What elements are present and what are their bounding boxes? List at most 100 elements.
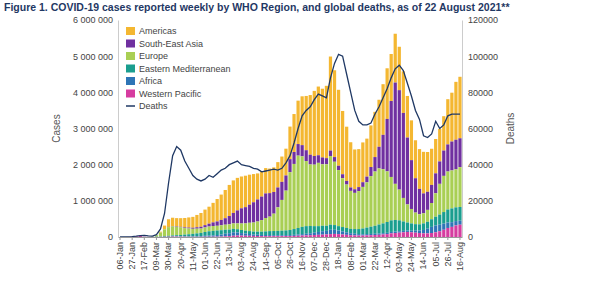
bar bbox=[414, 233, 417, 237]
bar bbox=[191, 234, 194, 237]
bar bbox=[313, 165, 316, 226]
bar bbox=[288, 230, 291, 235]
bar bbox=[175, 218, 178, 226]
bar bbox=[337, 90, 340, 166]
bar bbox=[414, 231, 417, 233]
tick-label: 5 000 000 bbox=[73, 52, 113, 62]
bar bbox=[268, 169, 271, 194]
bar bbox=[394, 233, 397, 237]
bar bbox=[195, 236, 198, 237]
bar bbox=[410, 223, 413, 230]
bar bbox=[329, 234, 332, 237]
bar bbox=[434, 217, 437, 226]
bar bbox=[252, 223, 255, 232]
tick: 30-Mar bbox=[163, 237, 173, 271]
tick-mark bbox=[362, 237, 363, 240]
bar bbox=[446, 210, 449, 223]
tick-label: 18-Jan bbox=[333, 242, 343, 270]
bar bbox=[377, 147, 380, 169]
tick-label: 05-Oct bbox=[273, 242, 283, 270]
tick-label: 26-Jul bbox=[443, 242, 453, 267]
bar bbox=[224, 230, 227, 234]
bar bbox=[317, 235, 320, 237]
bar bbox=[317, 87, 320, 156]
tick: 3 000 000 bbox=[73, 124, 118, 134]
bar bbox=[406, 204, 409, 222]
bar bbox=[450, 227, 453, 237]
bar bbox=[256, 232, 259, 235]
chart-svg: Figure 1. COVID-19 cases reported weekly… bbox=[0, 0, 600, 281]
bar bbox=[203, 236, 206, 237]
tick-mark bbox=[241, 237, 242, 240]
tick-mark bbox=[290, 237, 291, 240]
tick-label: 11-May bbox=[188, 242, 198, 272]
bar bbox=[244, 231, 247, 234]
tick: 13-Jul bbox=[224, 237, 234, 267]
bar bbox=[175, 236, 178, 237]
bar bbox=[357, 229, 360, 234]
bar bbox=[373, 234, 376, 235]
bar bbox=[446, 144, 449, 171]
bar bbox=[422, 223, 425, 230]
tick-label: 0 bbox=[108, 232, 113, 242]
tick-label: 6 000 000 bbox=[73, 15, 113, 25]
bar bbox=[301, 234, 304, 235]
bar bbox=[305, 96, 308, 150]
bar bbox=[373, 112, 376, 157]
bar bbox=[292, 152, 295, 164]
bar bbox=[313, 235, 316, 237]
tick: 40000 bbox=[462, 160, 493, 170]
bar bbox=[361, 236, 364, 237]
bar bbox=[373, 235, 376, 237]
bar bbox=[458, 138, 461, 167]
bar bbox=[321, 235, 324, 237]
bar bbox=[292, 229, 295, 235]
bar bbox=[414, 140, 417, 178]
bar bbox=[369, 167, 372, 176]
chart-title: Figure 1. COVID-19 cases reported weekly… bbox=[4, 1, 510, 13]
bar bbox=[199, 236, 202, 237]
bar bbox=[191, 236, 194, 237]
bar bbox=[406, 138, 409, 205]
bar bbox=[349, 229, 352, 233]
bar bbox=[390, 101, 393, 177]
legend-swatch bbox=[126, 77, 135, 85]
bar bbox=[426, 229, 429, 234]
tick-label: 12-Apr bbox=[382, 242, 392, 269]
tick-label: 22-Mar bbox=[370, 242, 380, 271]
bar bbox=[450, 170, 453, 208]
bar bbox=[402, 231, 405, 232]
tick-label: 01-Jun bbox=[200, 242, 210, 270]
bar bbox=[256, 222, 259, 232]
bar bbox=[361, 234, 364, 235]
bar bbox=[236, 229, 239, 232]
bar bbox=[276, 231, 279, 235]
tick-mark bbox=[156, 237, 157, 240]
bar bbox=[337, 230, 340, 234]
bar bbox=[232, 236, 235, 237]
tick: 03-Aug bbox=[236, 237, 246, 271]
bar bbox=[272, 236, 275, 237]
bar bbox=[216, 236, 219, 237]
tick-mark bbox=[265, 237, 266, 240]
bar bbox=[244, 236, 247, 237]
bar bbox=[410, 120, 413, 160]
bar bbox=[402, 221, 405, 230]
bar bbox=[260, 235, 263, 236]
bar bbox=[353, 234, 356, 236]
bar bbox=[450, 93, 453, 142]
bar bbox=[369, 235, 372, 237]
bar bbox=[341, 174, 344, 178]
bar bbox=[341, 111, 344, 174]
bar bbox=[426, 222, 429, 229]
bar bbox=[207, 224, 210, 227]
tick: 24-Aug bbox=[248, 237, 258, 271]
legend-label: Americas bbox=[139, 26, 177, 36]
bar bbox=[394, 232, 397, 233]
tick: 22-Jun bbox=[212, 237, 222, 270]
tick: 60000 bbox=[462, 124, 493, 134]
tick: 2 000 000 bbox=[73, 160, 118, 170]
bar bbox=[325, 234, 328, 237]
chart-container: Figure 1. COVID-19 cases reported weekly… bbox=[0, 0, 600, 281]
bar bbox=[414, 213, 417, 225]
